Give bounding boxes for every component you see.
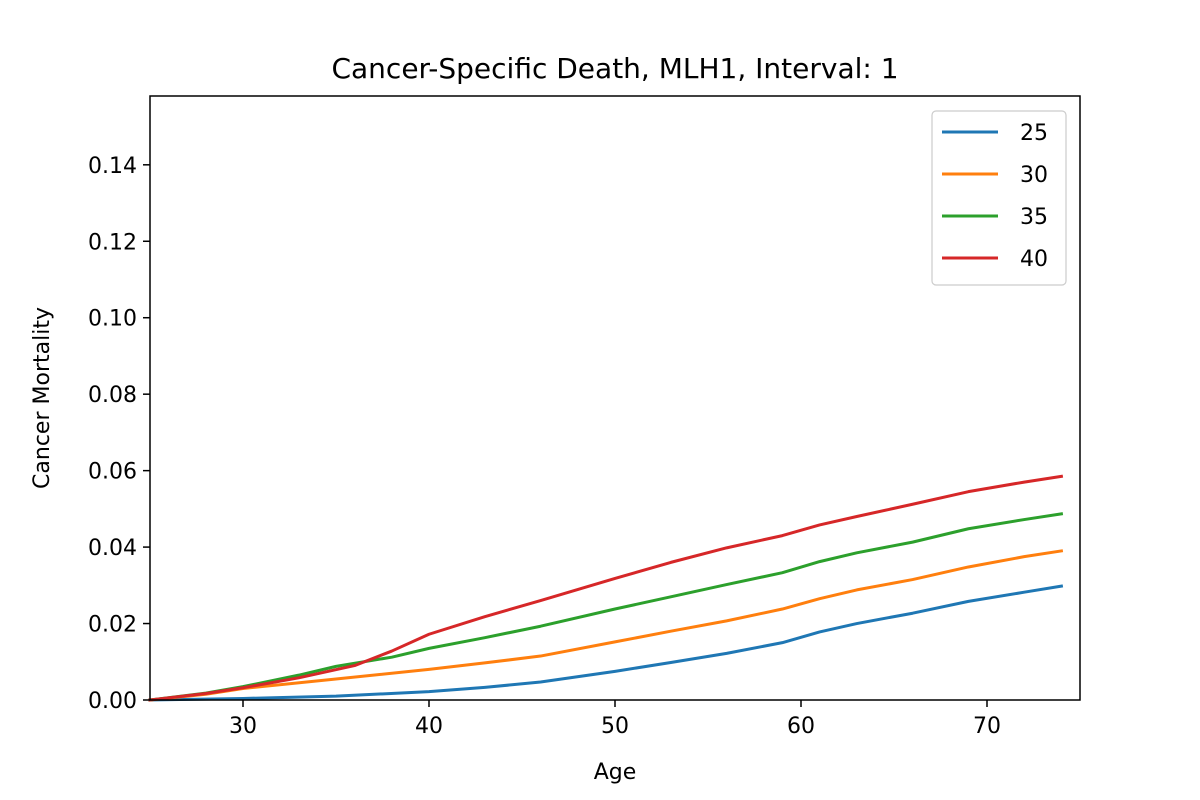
plot-lines bbox=[148, 474, 1064, 702]
y-tick-label: 0.10 bbox=[88, 307, 137, 332]
y-tick-label: 0.00 bbox=[88, 689, 137, 714]
y-axis-label: Cancer Mortality bbox=[30, 307, 55, 489]
x-axis-label: Age bbox=[594, 760, 637, 785]
x-tick-label: 30 bbox=[229, 714, 257, 739]
legend-label-30: 30 bbox=[1020, 163, 1048, 188]
y-tick-label: 0.12 bbox=[88, 230, 137, 255]
y-axis-ticks: 0.00 0.02 0.04 0.06 0.08 0.10 0.12 0.14 bbox=[88, 154, 150, 714]
x-tick-label: 50 bbox=[601, 714, 629, 739]
y-tick-label: 0.06 bbox=[88, 460, 137, 485]
legend-frame bbox=[931, 110, 1067, 286]
y-tick-label: 0.08 bbox=[88, 383, 137, 408]
series-line-40 bbox=[148, 474, 1064, 702]
series-line-25 bbox=[148, 584, 1064, 702]
series-line-35 bbox=[148, 512, 1064, 702]
legend-label-25: 25 bbox=[1020, 121, 1048, 146]
y-tick-label: 0.14 bbox=[88, 154, 137, 179]
chart-title: Cancer-Specific Death, MLH1, Interval: 1 bbox=[331, 52, 898, 85]
x-tick-label: 70 bbox=[973, 714, 1001, 739]
x-tick-label: 40 bbox=[415, 714, 443, 739]
y-tick-label: 0.02 bbox=[88, 613, 137, 638]
x-tick-label: 60 bbox=[787, 714, 815, 739]
legend-label-40: 40 bbox=[1020, 247, 1048, 272]
series-line-30 bbox=[148, 549, 1064, 702]
legend: 25 30 35 40 bbox=[931, 110, 1067, 286]
y-tick-label: 0.04 bbox=[88, 536, 137, 561]
legend-label-35: 35 bbox=[1020, 205, 1048, 230]
x-axis-ticks: 30 40 50 60 70 bbox=[229, 700, 1001, 739]
